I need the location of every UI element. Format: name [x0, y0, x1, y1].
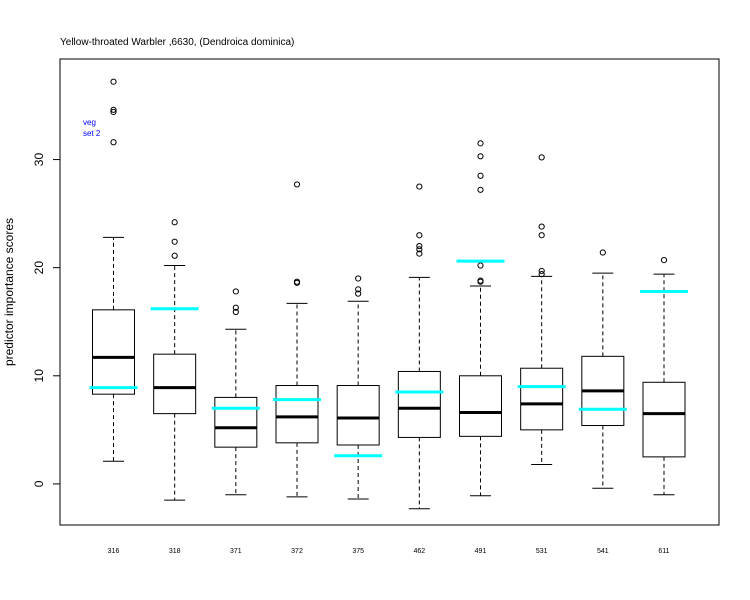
box-group — [211, 288, 260, 496]
outlier-point — [477, 262, 484, 269]
outlier-point — [416, 232, 423, 239]
outlier-point — [538, 223, 545, 230]
y-tick-label: 30 — [32, 153, 46, 167]
outlier-point — [110, 108, 117, 116]
y-tick-label: 0 — [32, 480, 46, 487]
outlier-point — [599, 249, 606, 256]
outlier-point — [232, 308, 239, 316]
outlier-point — [538, 154, 545, 161]
x-category-label: 611 — [658, 548, 669, 555]
outlier-point — [355, 275, 362, 282]
outlier-point — [232, 288, 239, 295]
box-group — [456, 140, 505, 497]
outlier-point — [416, 250, 423, 257]
plot-area-frame — [59, 58, 720, 526]
box-group — [395, 183, 444, 510]
outlier-point — [477, 186, 484, 193]
outlier-point — [477, 153, 484, 160]
outlier-point — [538, 267, 545, 275]
box-iqr — [153, 353, 197, 415]
chart-title: Yellow-throated Warbler ,6630, (Dendroic… — [60, 37, 294, 48]
box-iqr — [459, 375, 502, 437]
box-iqr — [92, 309, 135, 395]
outlier-point — [171, 238, 178, 245]
outlier-point — [416, 242, 423, 250]
outlier-point — [110, 106, 117, 113]
legend-line-1: veg — [83, 118, 96, 127]
outlier-point — [538, 232, 545, 239]
box-iqr — [214, 396, 258, 448]
outlier-point — [538, 271, 545, 278]
outlier-point — [110, 139, 117, 146]
box-group — [578, 249, 627, 489]
x-category-label: 318 — [169, 548, 181, 555]
outlier-point — [171, 219, 178, 226]
outlier-point — [660, 257, 668, 264]
box-group — [150, 219, 199, 501]
box-group — [640, 257, 688, 496]
outlier-point — [110, 78, 117, 85]
outlier-point — [355, 290, 362, 297]
outlier-point — [293, 278, 301, 285]
outlier-point — [477, 172, 484, 179]
box-iqr — [397, 370, 441, 438]
outlier-point — [355, 286, 362, 293]
x-category-label: 541 — [597, 548, 609, 555]
box-series — [89, 78, 688, 510]
outlier-point — [416, 246, 423, 253]
box-iqr — [642, 381, 686, 458]
box-iqr — [336, 385, 380, 446]
x-category-label: 531 — [536, 548, 548, 555]
x-category-label: 371 — [230, 548, 242, 555]
outlier-point — [171, 252, 178, 259]
box-iqr — [275, 385, 319, 444]
x-category-label: 375 — [352, 548, 364, 555]
x-category-label: 491 — [475, 548, 487, 555]
outlier-point — [477, 277, 484, 284]
legend-line-2: set 2 — [83, 129, 101, 138]
box-group — [517, 154, 566, 465]
x-category-label: 462 — [413, 548, 425, 555]
outlier-point — [477, 140, 484, 147]
y-axis: 0 10 20 30 — [32, 153, 61, 487]
y-axis-label: predictor importance scores — [2, 218, 16, 366]
box-iqr — [520, 367, 564, 431]
box-group — [89, 78, 138, 462]
outlier-point — [293, 181, 301, 188]
x-category-label: 372 — [291, 548, 303, 555]
x-category-label: 316 — [108, 548, 120, 555]
outlier-point — [232, 304, 239, 311]
y-tick-label: 10 — [32, 369, 46, 383]
x-axis: 316 318 371 372 375 462 491 531 541 611 — [108, 548, 670, 555]
y-tick-label: 20 — [32, 261, 46, 275]
box-group — [334, 275, 383, 500]
box-group — [273, 181, 321, 498]
outlier-point — [416, 183, 423, 190]
